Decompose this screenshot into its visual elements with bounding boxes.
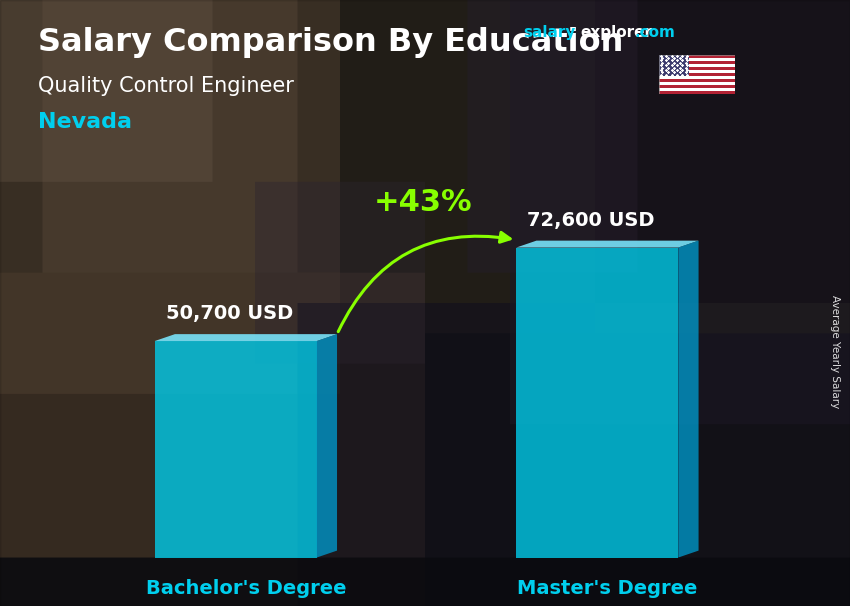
Text: 50,700 USD: 50,700 USD [166,304,293,324]
Text: 72,600 USD: 72,600 USD [527,211,654,230]
FancyBboxPatch shape [42,0,298,273]
FancyBboxPatch shape [0,558,850,606]
Text: explorer: explorer [581,25,653,41]
Text: Bachelor's Degree: Bachelor's Degree [145,579,346,598]
Bar [659,76,735,79]
FancyBboxPatch shape [468,0,638,273]
FancyBboxPatch shape [425,333,850,606]
Polygon shape [678,241,699,558]
Bar [659,58,735,61]
Polygon shape [516,241,699,248]
Bar [659,82,735,85]
Bar [659,91,735,94]
Bar [659,88,735,91]
Bar [659,61,735,64]
FancyBboxPatch shape [0,0,340,394]
FancyBboxPatch shape [595,0,850,303]
Bar [659,55,689,76]
FancyBboxPatch shape [255,182,425,364]
Bar [659,67,735,70]
FancyBboxPatch shape [298,303,595,606]
Text: +43%: +43% [373,188,472,217]
Polygon shape [317,334,337,558]
Text: Nevada: Nevada [38,112,133,132]
FancyBboxPatch shape [0,0,212,182]
Bar [659,55,735,58]
FancyBboxPatch shape [0,273,425,606]
Bar [659,70,735,73]
Polygon shape [155,334,337,341]
Bar [659,73,735,76]
Text: Average Yearly Salary: Average Yearly Salary [830,295,840,408]
Bar [659,64,735,67]
FancyBboxPatch shape [510,0,850,424]
Bar [516,248,678,558]
Text: Quality Control Engineer: Quality Control Engineer [38,76,294,96]
Text: Master's Degree: Master's Degree [517,579,698,598]
Bar [659,85,735,88]
Bar [155,341,317,558]
Text: .com: .com [634,25,675,41]
Bar [659,79,735,82]
Text: Salary Comparison By Education: Salary Comparison By Education [38,27,624,58]
Text: salary: salary [523,25,575,41]
